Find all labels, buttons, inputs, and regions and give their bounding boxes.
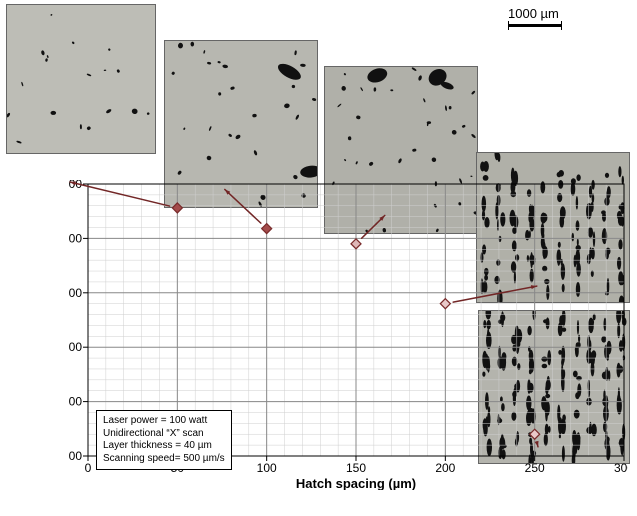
info-line-4: Scanning speed= 500 µm/s — [103, 453, 225, 466]
svg-text:200: 200 — [435, 461, 455, 475]
info-line-3: Layer thickness = 40 µm — [103, 440, 225, 453]
svg-text:0: 0 — [85, 461, 92, 475]
info-line-2: Unidirectional “X” scan — [103, 428, 225, 441]
data-point-5 — [530, 429, 540, 439]
data-point-1 — [172, 203, 182, 213]
data-point-4 — [440, 299, 450, 309]
data-point-2 — [262, 224, 272, 234]
parameter-info-box: Laser power = 100 watt Unidirectional “X… — [96, 410, 232, 470]
svg-text:Hatch spacing (µm): Hatch spacing (µm) — [296, 476, 416, 490]
svg-text:85.00: 85.00 — [68, 340, 82, 354]
svg-text:300: 300 — [614, 461, 628, 475]
micrograph-1 — [6, 4, 156, 154]
scalebar-line — [508, 24, 562, 27]
svg-text:150: 150 — [346, 461, 366, 475]
data-point-3 — [351, 239, 361, 249]
svg-text:75.00: 75.00 — [68, 449, 82, 463]
scalebar-label: 1000 µm — [508, 6, 559, 21]
svg-text:80.00: 80.00 — [68, 395, 82, 409]
svg-text:95.00: 95.00 — [68, 231, 82, 245]
svg-text:250: 250 — [525, 461, 545, 475]
figure-root: 1000 µm 05010015020025030075.0080.0085.0… — [0, 0, 637, 516]
svg-text:100: 100 — [257, 461, 277, 475]
svg-text:90.00: 90.00 — [68, 286, 82, 300]
info-line-1: Laser power = 100 watt — [103, 415, 225, 428]
